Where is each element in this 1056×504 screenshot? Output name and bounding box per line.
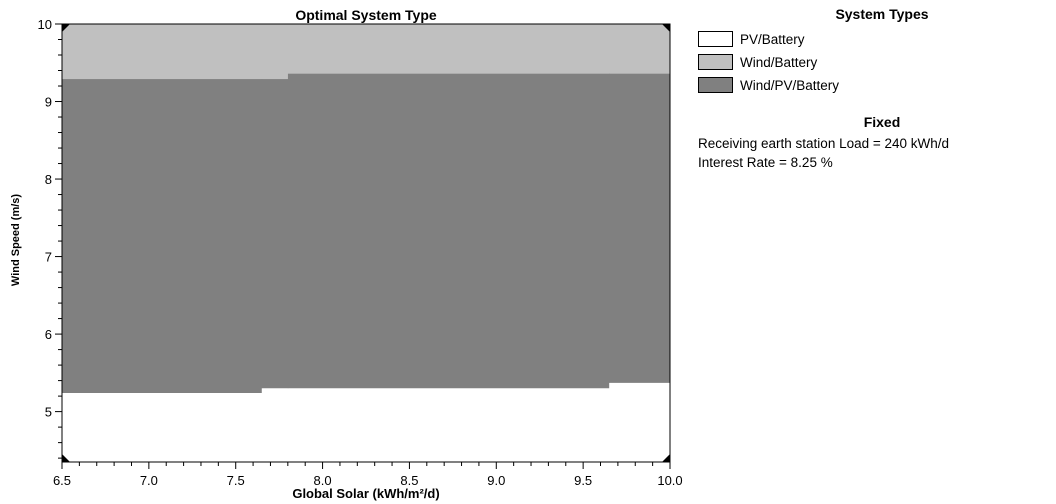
x-tick-label: 10.0: [657, 473, 682, 488]
fixed-interest-text: Interest Rate = 8.25 %: [698, 155, 833, 170]
legend-swatch-wind-pv-battery: [698, 77, 733, 93]
x-tick-label: 6.5: [53, 473, 71, 488]
x-tick-label: 9.0: [487, 473, 505, 488]
plot-axes: 6.5 7.0 7.5 8.0 8.5 9.0 9.5 10.0 5 6 7 8 9 10: [38, 17, 683, 488]
legend-label-wind-battery: Wind/Battery: [740, 55, 818, 70]
y-tick-label: 7: [45, 250, 52, 265]
y-tick-label: 6: [45, 327, 52, 342]
region-wind-pv-battery-0: [62, 79, 263, 394]
legend-swatch-pv-battery: [698, 31, 733, 47]
legend-panel: System Types PV/Battery Wind/Battery Win…: [696, 0, 1056, 504]
x-tick-label: 9.5: [574, 473, 592, 488]
y-tick-label: 10: [38, 17, 52, 32]
region-wind-pv-battery-1: [261, 79, 289, 389]
corner-marker-bottom-left: [62, 454, 70, 462]
chart-title: Optimal System Type: [295, 7, 437, 23]
region-pv-battery-low-1: [261, 388, 610, 462]
x-tick-label: 8.0: [314, 473, 332, 488]
legend-swatch-wind-battery: [698, 54, 733, 70]
corner-marker-top-left: [62, 24, 70, 32]
y-axis-label: Wind Speed (m/s): [10, 194, 22, 287]
region-pv-battery-low-2: [609, 382, 671, 462]
region-wind-pv-battery-2: [287, 73, 610, 389]
corner-marker-bottom-right: [662, 454, 670, 462]
legend-title: System Types: [835, 6, 929, 22]
region-wind-pv-battery-3: [609, 73, 671, 383]
corner-marker-top-right: [662, 24, 670, 32]
x-tick-label: 8.5: [400, 473, 418, 488]
x-tick-label: 7.5: [227, 473, 245, 488]
chart-plot: Optimal System Type 6.5 7.0 7.5 8.0 8.5 9.0 9.…: [10, 7, 683, 501]
plot-frame: [61, 23, 671, 463]
x-axis-label: Global Solar (kWh/m²/d): [292, 486, 439, 501]
y-tick-label: 9: [45, 95, 52, 110]
x-tick-label: 7.0: [140, 473, 158, 488]
fixed-title: Fixed: [863, 114, 901, 130]
region-pv-battery-low-0: [62, 393, 263, 462]
fixed-load-text: Receiving earth station Load = 240 kWh/d: [698, 136, 950, 151]
y-tick-label: 8: [45, 172, 52, 187]
legend-label-wind-pv-battery: Wind/PV/Battery: [740, 78, 840, 93]
plot-regions: [62, 24, 671, 462]
legend-label-pv-battery: PV/Battery: [740, 32, 805, 47]
y-tick-label: 5: [45, 405, 52, 420]
